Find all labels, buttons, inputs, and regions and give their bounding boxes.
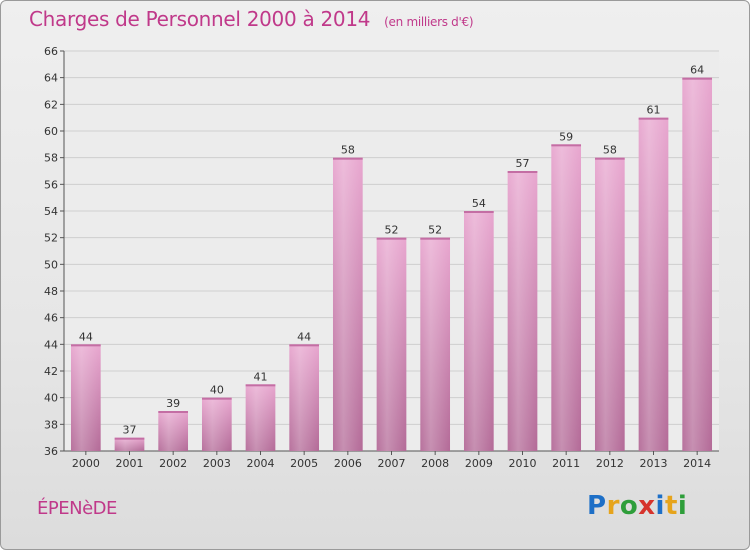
bar-top-edge: [376, 237, 407, 240]
bar-top-edge: [682, 77, 713, 80]
x-tick-label: 2010: [509, 457, 537, 470]
bar-value-label: 52: [385, 224, 399, 237]
y-tick-label: 42: [44, 365, 58, 378]
bar-highlight: [245, 384, 276, 451]
bar-top-edge: [332, 157, 363, 160]
bar-value-label: 64: [690, 64, 704, 77]
bar-top-edge: [158, 411, 189, 413]
logo-letter: o: [619, 491, 639, 521]
bar-highlight: [332, 157, 363, 451]
bar-highlight: [70, 344, 101, 451]
y-tick-label: 66: [44, 45, 58, 58]
bar-highlight: [376, 237, 407, 451]
bar-value-label: 58: [341, 144, 355, 157]
bar-highlight: [114, 437, 145, 451]
y-tick-label: 36: [44, 445, 58, 458]
x-tick-label: 2013: [640, 457, 668, 470]
bar-top-edge: [551, 144, 582, 147]
x-tick-label: 2014: [683, 457, 711, 470]
bar-top-edge: [245, 384, 276, 387]
y-tick-label: 52: [44, 232, 58, 245]
bar-value-label: 61: [647, 104, 661, 117]
logo-letter: i: [677, 491, 688, 521]
bar-value-label: 52: [428, 224, 442, 237]
x-tick-label: 2003: [203, 457, 231, 470]
chart-subtitle: (en milliers d'€): [384, 15, 474, 29]
x-tick-label: 2002: [159, 457, 187, 470]
bars: [70, 77, 713, 452]
bar-top-edge: [114, 437, 145, 440]
bar-highlight: [201, 397, 232, 451]
bar-highlight: [682, 77, 713, 452]
logo-letter: r: [606, 491, 620, 521]
bar-top-edge: [507, 171, 538, 173]
bar-value-label: 40: [210, 384, 224, 397]
x-tick-label: 2009: [465, 457, 493, 470]
y-tick-label: 64: [44, 72, 58, 85]
x-tick-label: 2011: [552, 457, 580, 470]
chart-title: Charges de Personnel 2000 à 2014 (en mill…: [29, 7, 474, 31]
y-tick-label: 62: [44, 98, 58, 111]
x-tick-label: 2007: [378, 457, 406, 470]
bar-highlight: [507, 171, 538, 451]
bar-value-label: 39: [166, 397, 180, 410]
bar-highlight: [551, 144, 582, 452]
y-tick-label: 50: [44, 258, 58, 271]
labels: 44 2000 37 2001 39 2002 40 2003 41 2004 44 2005 58 20…: [72, 64, 711, 470]
logo-letter: x: [638, 491, 656, 521]
proxiti-logo: Proxiti: [587, 491, 687, 521]
logo-letter: t: [664, 491, 678, 521]
bar-highlight: [289, 344, 320, 451]
bar-top-edge: [70, 344, 101, 347]
y-tick-label: 60: [44, 125, 58, 138]
y-tick-label: 56: [44, 178, 58, 191]
bar-top-edge: [463, 211, 494, 213]
x-tick-label: 2008: [421, 457, 449, 470]
bar-top-edge: [420, 237, 451, 240]
x-tick-label: 2001: [116, 457, 144, 470]
x-tick-label: 2000: [72, 457, 100, 470]
chart-title-text: Charges de Personnel 2000 à 2014: [29, 7, 371, 31]
y-tick-label: 44: [44, 338, 58, 351]
bar-highlight: [594, 157, 625, 451]
y-tick-label: 38: [44, 418, 58, 431]
bar-value-label: 37: [123, 424, 137, 437]
bar-value-label: 58: [603, 144, 617, 157]
x-tick-label: 2005: [290, 457, 318, 470]
y-tick-label: 58: [44, 152, 58, 165]
town-name: ÉPENèDE: [37, 498, 117, 519]
bar-highlight: [463, 211, 494, 451]
bar-value-label: 44: [297, 330, 311, 343]
bar-top-edge: [201, 397, 232, 400]
logo-letter: P: [587, 491, 607, 521]
bar-value-label: 44: [79, 330, 93, 343]
y-tick-label: 46: [44, 312, 58, 325]
bar-value-label: 57: [516, 157, 530, 170]
bar-highlight: [638, 117, 669, 452]
bar-highlight: [158, 411, 189, 451]
bar-highlight: [420, 237, 451, 451]
x-tick-label: 2012: [596, 457, 624, 470]
x-tick-label: 2006: [334, 457, 362, 470]
bar-top-edge: [638, 117, 669, 120]
logo-letter: i: [655, 491, 665, 521]
y-tick-label: 48: [44, 285, 58, 298]
x-tick-label: 2004: [247, 457, 275, 470]
bar-value-label: 54: [472, 197, 486, 210]
bar-value-label: 41: [254, 370, 268, 383]
y-tick-label: 40: [44, 392, 58, 405]
y-tick-label: 54: [44, 205, 58, 218]
bar-top-edge: [289, 344, 320, 347]
bar-value-label: 59: [559, 130, 573, 143]
bar-top-edge: [594, 157, 625, 160]
